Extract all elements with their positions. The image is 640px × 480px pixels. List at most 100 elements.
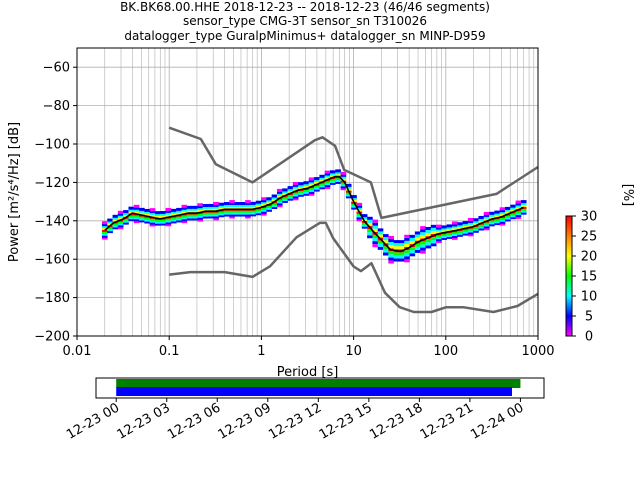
density-cell (154, 222, 161, 226)
density-cell (160, 220, 166, 224)
density-cell (139, 211, 145, 215)
density-cell (398, 246, 405, 250)
density-cell (276, 190, 283, 194)
density-cell (505, 206, 511, 210)
density-cell (181, 210, 188, 214)
density-cell (229, 209, 235, 213)
density-cell (467, 219, 474, 223)
colorbar: 0 5 10 15 20 25 30 [%] (565, 184, 635, 345)
density-cell (308, 188, 315, 192)
density-cell (377, 243, 384, 247)
density-cell (499, 207, 506, 211)
density-cell (499, 218, 506, 222)
density-cell (192, 217, 198, 221)
density-cell (314, 188, 320, 192)
density-cell (223, 203, 230, 207)
density-cell (298, 193, 304, 197)
density-cell (223, 202, 230, 206)
colorbar-tick-label: 30 (581, 210, 598, 225)
density-cell (515, 215, 522, 219)
density-cell (165, 213, 172, 217)
density-cell (388, 245, 394, 249)
density-cell (372, 222, 379, 226)
density-cell (208, 215, 214, 219)
density-cell (515, 204, 522, 208)
density-cell (197, 203, 204, 207)
density-cell (144, 208, 150, 212)
density-cell (430, 227, 437, 231)
density-cell (510, 216, 516, 220)
density-cell (160, 212, 166, 216)
density-cell (239, 213, 246, 217)
density-cell (287, 195, 294, 199)
density-cell (510, 212, 516, 216)
density-cell (414, 234, 421, 238)
density-cell (515, 206, 522, 210)
density-cell (361, 225, 368, 229)
density-cell (229, 205, 235, 209)
title-line-2: sensor_type CMG-3T sensor_sn T310026 (183, 14, 427, 28)
density-cell (457, 222, 463, 226)
density-cell (282, 190, 288, 194)
density-cell (101, 236, 108, 240)
density-cell (181, 206, 188, 210)
density-cell (478, 215, 485, 219)
density-cell (356, 212, 363, 216)
density-cell (139, 215, 145, 219)
density-cell (478, 219, 485, 223)
density-cell (393, 255, 400, 259)
timeline-tick-label: 12-23 03 (115, 400, 173, 442)
density-cell (213, 205, 219, 209)
density-cell (478, 227, 485, 231)
density-cell (133, 206, 140, 210)
density-cell (372, 228, 379, 232)
density-cell (149, 223, 156, 227)
density-cell (292, 185, 299, 189)
density-cell (298, 191, 304, 195)
density-cell (229, 202, 235, 206)
density-cell (345, 183, 352, 187)
density-cell (414, 249, 421, 253)
density-cell (276, 202, 283, 206)
density-cell (117, 212, 124, 216)
density-cell (128, 208, 135, 212)
density-cell (123, 211, 129, 215)
density-cell (197, 218, 204, 222)
density-cell (197, 216, 204, 220)
density-cell (170, 212, 177, 216)
density-cell (388, 239, 394, 243)
density-cell (515, 202, 522, 206)
density-cell (165, 219, 172, 223)
density-cell (149, 217, 156, 221)
density-cell (494, 212, 501, 216)
density-cell (414, 231, 421, 235)
density-cell (250, 211, 257, 215)
density-cell (128, 216, 135, 220)
density-cell (457, 226, 463, 230)
density-cell (292, 187, 299, 191)
density-cell (404, 250, 410, 254)
density-cell (324, 182, 331, 186)
density-cell (335, 180, 341, 184)
density-cell (308, 190, 315, 194)
density-cell (467, 221, 474, 225)
density-cell (101, 221, 108, 225)
density-cell (245, 211, 251, 215)
density-cell (335, 178, 341, 182)
density-cell (425, 233, 432, 237)
x-tick-label: 10 (345, 344, 362, 359)
density-cell (451, 227, 458, 231)
density-cell (133, 218, 140, 222)
density-cell (181, 220, 188, 224)
density-cell (351, 198, 357, 202)
density-cell (414, 243, 421, 247)
density-cell (292, 183, 299, 187)
density-cell (181, 214, 188, 218)
x-tick-label: 0.01 (63, 344, 92, 359)
density-cell (367, 219, 373, 223)
density-cell (356, 208, 363, 212)
density-cell (324, 170, 331, 174)
density-cell (351, 202, 357, 206)
density-cell (451, 223, 458, 227)
